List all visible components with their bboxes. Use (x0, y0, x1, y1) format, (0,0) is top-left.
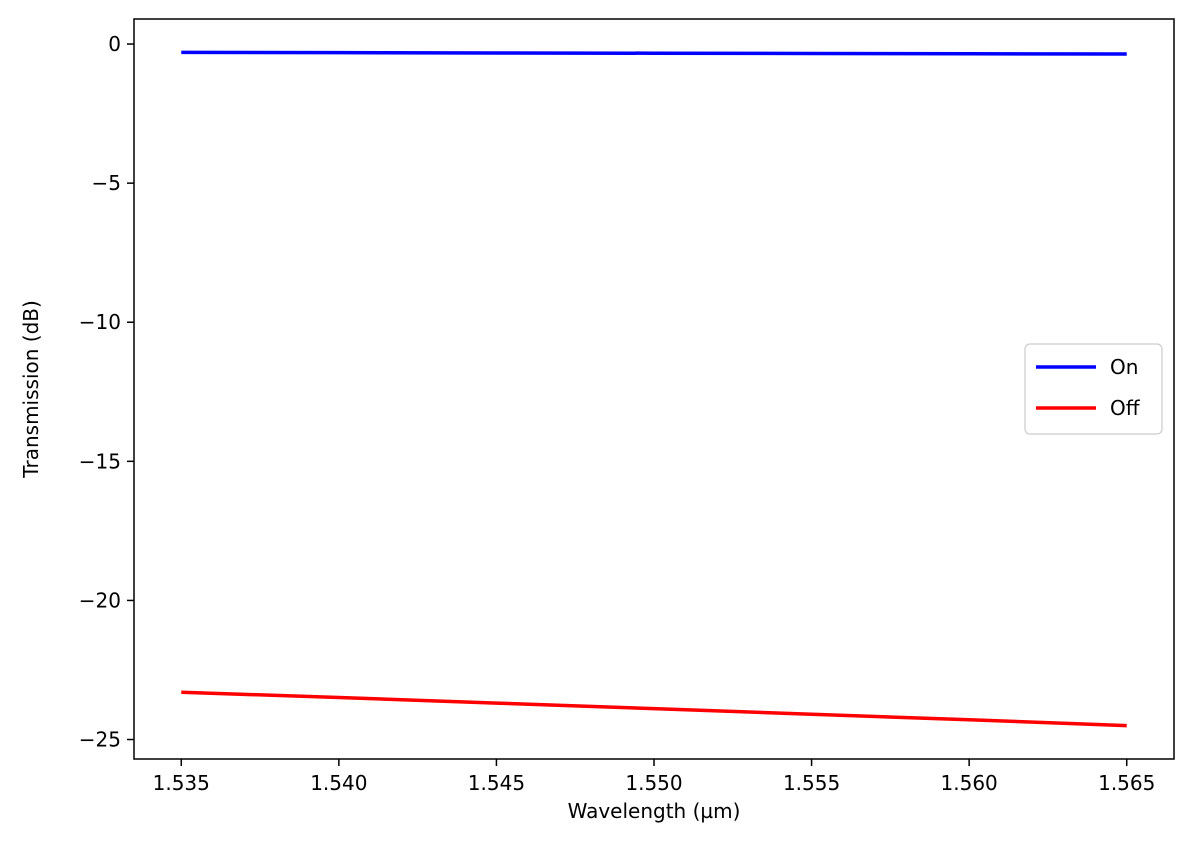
series-line-off (181, 690, 1127, 728)
y-tick-label: −5 (92, 171, 121, 195)
series-line-on (181, 50, 1127, 56)
x-tick-label: 1.565 (1098, 771, 1155, 795)
legend: On Off (1024, 343, 1163, 435)
x-axis-ticks: 1.535 1.540 1.545 1.550 1.555 1.560 1.565 (153, 759, 1155, 795)
y-tick-label: −15 (79, 449, 121, 473)
x-tick-label: 1.560 (941, 771, 998, 795)
x-tick-label: 1.545 (468, 771, 525, 795)
y-tick-label: −20 (79, 588, 121, 612)
legend-box (1024, 343, 1163, 435)
legend-label-off: Off (1110, 396, 1141, 420)
y-tick-label: 0 (108, 32, 121, 56)
x-tick-label: 1.555 (783, 771, 840, 795)
x-tick-label: 1.535 (153, 771, 210, 795)
plot-area (181, 50, 1127, 728)
y-axis-ticks: 0 −5 −10 −15 −20 −25 (79, 32, 134, 752)
y-tick-label: −10 (79, 310, 121, 334)
y-tick-label: −25 (79, 728, 121, 752)
x-tick-label: 1.540 (310, 771, 367, 795)
x-tick-label: 1.550 (625, 771, 682, 795)
x-axis-label: Wavelength (µm) (568, 799, 741, 823)
legend-label-on: On (1110, 355, 1138, 379)
y-axis-label: Transmission (dB) (19, 300, 43, 479)
